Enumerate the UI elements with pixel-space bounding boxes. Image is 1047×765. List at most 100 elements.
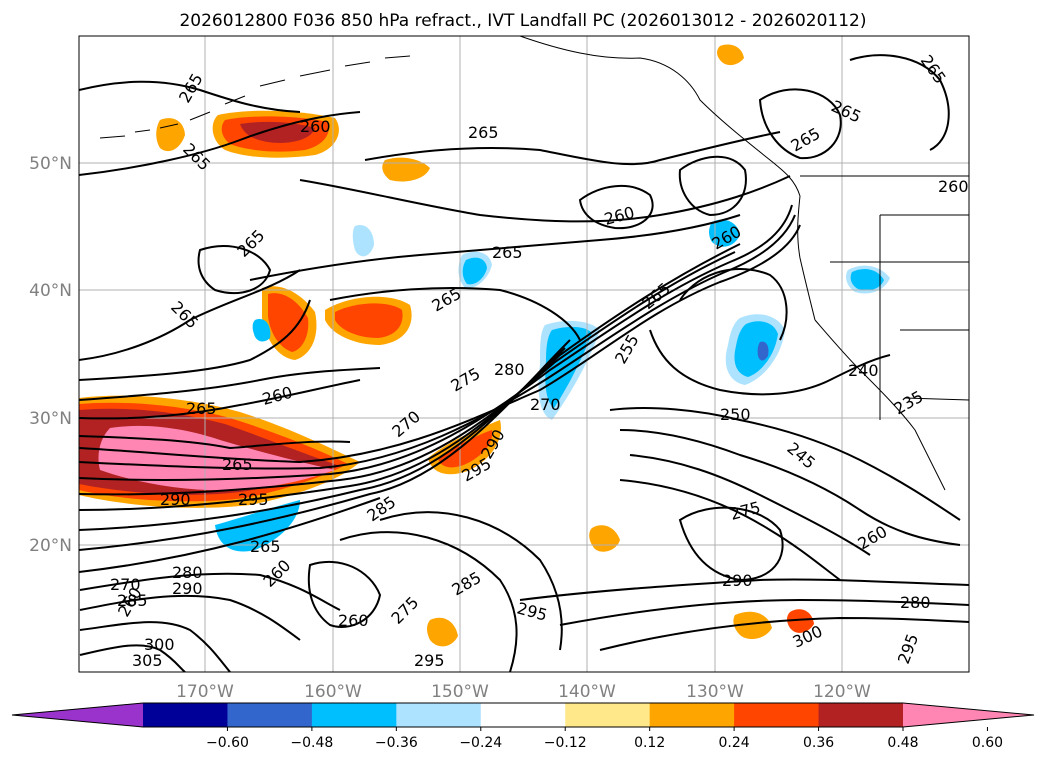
contour-line [559,598,969,626]
colorbar-bin [227,703,313,727]
colorbar-tick-label: −0.60 [206,735,249,751]
negative-anomaly-region [709,219,740,247]
contour-label: 290 [722,571,753,590]
contour-line [79,435,351,450]
colorbar-bin [143,703,228,727]
contour-line [329,287,581,341]
contour-label: 260 [338,611,369,630]
coastlines [99,36,969,491]
lon-label-160w: 160°W [304,682,362,702]
contour-line [79,243,741,511]
contour-label: 240 [848,361,879,380]
contour-line [619,429,961,546]
alaska-coastline [519,36,801,197]
contour-label: 260 [300,117,331,136]
contour-label: 265 [222,455,253,474]
contour-line [678,506,784,582]
contour-line [79,251,736,496]
positive-anomaly-region [733,611,772,640]
lon-label-120w: 120°W [813,682,871,702]
contour-line [79,299,311,381]
colorbar-extend-max [903,703,1034,727]
positive-anomaly-region [438,430,493,468]
contour-line [609,407,961,521]
contour-line [619,479,841,581]
contour-label: 265 [186,399,217,418]
contour-label: 280 [172,563,203,582]
positive-anomaly-region [240,121,315,143]
contour-line [849,54,950,151]
positive-anomaly-region [427,617,458,647]
mexico-border [904,397,969,401]
colorbar-tick-label: 0.60 [972,735,1003,751]
contour-line [379,511,563,651]
contour-line [79,111,361,176]
colorbar-tick-label: 0.48 [887,735,918,751]
colorbar-tick-label: −0.36 [375,735,418,751]
map-content: 265 265 265 260 265 260 265 265 265 265 … [79,36,969,672]
contour-label: 280 [494,360,525,379]
positive-anomaly-region [717,44,744,66]
contour-label: 305 [132,651,163,670]
contour-line [79,594,301,641]
colorbar-tick-label: −0.12 [544,735,587,751]
contour-line [299,175,791,223]
contour-line [578,184,654,230]
contour-label: 290 [160,490,191,509]
lat-label-30n: 30°N [29,409,72,429]
contour-label: 265 [250,537,281,556]
negative-anomaly-region [252,319,271,342]
contour-line [79,339,571,551]
colorbar-tick-label: −0.48 [290,735,333,751]
contour-line [79,621,231,672]
lon-label-170w: 170°W [176,682,234,702]
contour-line [307,560,382,628]
contour-line [519,578,969,601]
colorbar-bin [480,703,566,727]
contour-label: 265 [468,123,499,142]
positive-anomaly-region [156,118,185,152]
contour-line [79,497,381,573]
west-coast-coastline [814,319,946,491]
positive-anomaly-region [268,293,309,352]
contour-lines [79,54,969,672]
contour-line [79,224,801,464]
contour-line [339,531,518,672]
colorbar-tick-label: 0.36 [803,735,834,751]
colorbar-bin [565,703,651,727]
contour-label: 295 [414,651,445,670]
colorbar-tick-label: 0.24 [719,735,750,751]
positive-anomaly-region [335,303,403,338]
contour-line [678,155,747,217]
colorbar-outline [11,702,1035,728]
contour-line [197,245,272,295]
colorbar-bin [396,703,482,727]
contour-label: 290 [172,579,203,598]
negative-anomaly-region [462,257,487,285]
lat-label-40n: 40°N [29,281,72,301]
map-frame [78,35,970,673]
negative-anomaly-region [545,326,592,408]
contour-label: 260 [938,177,969,196]
contour-label: 270 [110,575,141,594]
contour-line [79,80,301,113]
colorbar-bin [818,703,904,727]
chart-title: 2026012800 F036 850 hPa refract., IVT La… [179,11,866,31]
negative-anomaly-region [757,341,769,361]
colorbar-bin [649,703,735,727]
negative-anomaly-region [215,500,300,552]
lon-label-130w: 130°W [686,682,744,702]
lon-label-150w: 150°W [431,682,489,702]
contour-line [79,572,341,611]
colorbar: −0.60 −0.48 −0.36 −0.24 −0.12 0.12 0.24 0.36 0.4… [11,702,1035,751]
contour-line [599,616,969,651]
contour-label: 300 [144,635,175,654]
contour-line [649,329,891,396]
contour-label: 280 [900,593,931,612]
british-columbia-coastline [797,195,816,321]
contour-line [79,644,186,672]
positive-anomaly-region [787,609,814,633]
lon-label-140w: 140°W [558,682,616,702]
contour-line [679,268,788,341]
contour-label: 265 [492,243,523,262]
